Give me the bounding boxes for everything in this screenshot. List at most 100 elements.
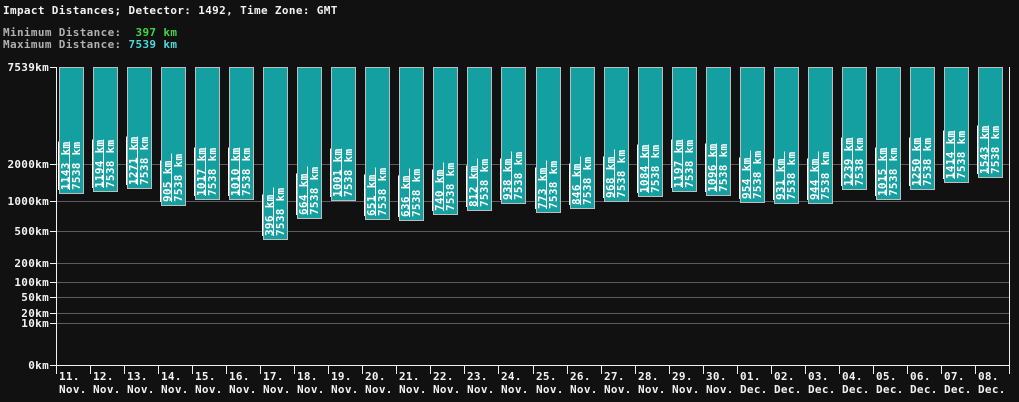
bar-max-value-label: 7538 km — [512, 151, 525, 200]
y-tick-label-0km: 0km — [28, 359, 49, 372]
chart-title: Impact Distances; Detector: 1492, Time Z… — [3, 4, 338, 17]
x-label-day-1: 12. — [93, 370, 114, 383]
x-label-month-22: Dec. — [808, 383, 836, 396]
x-tick-7 — [294, 366, 295, 374]
gridline-200km — [57, 263, 1009, 264]
bar-07dec: 1414 km 7538 km — [944, 67, 969, 183]
bar-max-value-label: 7538 km — [70, 141, 83, 190]
bar-max-value-label: 7538 km — [172, 153, 185, 202]
x-label-day-6: 17. — [263, 370, 284, 383]
x-label-month-16: Nov. — [604, 383, 632, 396]
x-label-month-25: Dec. — [910, 383, 938, 396]
x-tick-20 — [737, 366, 738, 374]
minimum-distance-value: 397 km — [121, 26, 178, 39]
bar-12nov: 1194 km 7538 km — [93, 67, 118, 192]
bar-max-value-label: 7538 km — [819, 151, 832, 200]
bar-max-value-label: 7538 km — [274, 187, 287, 236]
y-tick-label-1000km: 1000km — [7, 195, 49, 208]
x-label-month-0: Nov. — [59, 383, 87, 396]
maximum-distance-label: Maximum Distance: — [3, 38, 122, 51]
minimum-distance-label: Minimum Distance: — [3, 26, 122, 39]
x-label-month-23: Dec. — [842, 383, 870, 396]
gridline-20km — [57, 313, 1009, 314]
bar-17nov: 396 km 7538 km — [263, 67, 288, 240]
x-tick-12 — [464, 366, 465, 374]
x-label-day-8: 19. — [331, 370, 352, 383]
x-label-month-12: Nov. — [467, 383, 495, 396]
bar-max-value-label: 7538 km — [887, 147, 900, 196]
x-tick-19 — [703, 366, 704, 374]
x-label-month-5: Nov. — [229, 383, 257, 396]
bar-max-value-label: 7538 km — [717, 143, 730, 192]
x-label-day-14: 25. — [536, 370, 557, 383]
y-tick-0km — [50, 365, 56, 366]
bar-max-value-label: 7538 km — [104, 139, 117, 188]
gridline-100km — [57, 282, 1009, 283]
x-label-day-4: 15. — [195, 370, 216, 383]
x-tick-4 — [192, 366, 193, 374]
x-tick-17 — [635, 366, 636, 374]
x-label-day-20: 01. — [740, 370, 761, 383]
x-label-month-13: Nov. — [501, 383, 529, 396]
bar-max-value-label: 7538 km — [785, 151, 798, 200]
x-label-day-12: 23. — [467, 370, 488, 383]
x-label-month-10: Nov. — [399, 383, 427, 396]
x-label-day-10: 21. — [399, 370, 420, 383]
bar-22nov: 740 km 7538 km — [433, 67, 458, 215]
bar-11nov: 1143 km 7538 km — [59, 67, 84, 194]
bar-max-value-label: 7538 km — [581, 156, 594, 205]
x-label-day-3: 14. — [161, 370, 182, 383]
x-label-month-24: Dec. — [876, 383, 904, 396]
bar-max-value-label: 7538 km — [206, 147, 219, 196]
x-tick-27 — [975, 366, 976, 374]
y-tick-7539km — [50, 67, 56, 68]
bar-26nov: 846 km 7538 km — [570, 67, 595, 209]
bar-23nov: 812 km 7538 km — [467, 67, 492, 211]
bar-max-value-label: 7538 km — [478, 158, 491, 207]
y-tick-label-50km: 50km — [21, 291, 49, 304]
x-tick-3 — [158, 366, 159, 374]
x-label-month-1: Nov. — [93, 383, 121, 396]
x-tick-18 — [669, 366, 670, 374]
y-tick-label-10km: 10km — [21, 317, 49, 330]
x-tick-21 — [771, 366, 772, 374]
x-label-month-7: Nov. — [297, 383, 325, 396]
bar-16nov: 1010 km 7538 km — [229, 67, 254, 200]
y-tick-label-200km: 200km — [14, 257, 49, 270]
x-label-day-26: 07. — [944, 370, 965, 383]
bar-max-value-label: 7538 km — [376, 167, 389, 216]
y-tick-label-500km: 500km — [14, 225, 49, 238]
bar-24nov: 938 km 7538 km — [501, 67, 526, 204]
x-tick-8 — [328, 366, 329, 374]
bar-05dec: 1015 km 7538 km — [876, 67, 901, 200]
x-axis-bottom — [56, 365, 1010, 366]
bar-max-value-label: 7538 km — [649, 144, 662, 193]
y-tick-label-2000km: 2000km — [7, 158, 49, 171]
x-tick-14 — [533, 366, 534, 374]
y-tick-10km — [50, 323, 56, 324]
bar-14nov: 905 km 7538 km — [161, 67, 186, 206]
bar-30nov: 1096 km 7538 km — [706, 67, 731, 196]
bar-02dec: 931 km 7538 km — [774, 67, 799, 204]
x-tick-6 — [260, 366, 261, 374]
x-tick-24 — [873, 366, 874, 374]
bar-19nov: 1001 km 7538 km — [331, 67, 356, 201]
x-label-day-11: 22. — [433, 370, 454, 383]
x-label-month-18: Nov. — [672, 383, 700, 396]
x-label-day-17: 28. — [638, 370, 659, 383]
minimum-distance-line: Minimum Distance: 397 km — [3, 27, 177, 39]
y-tick-200km — [50, 263, 56, 264]
bar-25nov: 773 km 7538 km — [536, 67, 561, 213]
x-label-month-26: Dec. — [944, 383, 972, 396]
bar-29nov: 1197 km 7538 km — [672, 67, 697, 192]
x-label-day-2: 13. — [127, 370, 148, 383]
bar-20nov: 651 km 7538 km — [365, 67, 390, 220]
x-label-month-4: Nov. — [195, 383, 223, 396]
y-tick-label-100km: 100km — [14, 276, 49, 289]
bar-max-value-label: 7538 km — [308, 166, 321, 215]
x-label-month-21: Dec. — [774, 383, 802, 396]
x-label-month-20: Dec. — [740, 383, 768, 396]
x-label-month-3: Nov. — [161, 383, 189, 396]
